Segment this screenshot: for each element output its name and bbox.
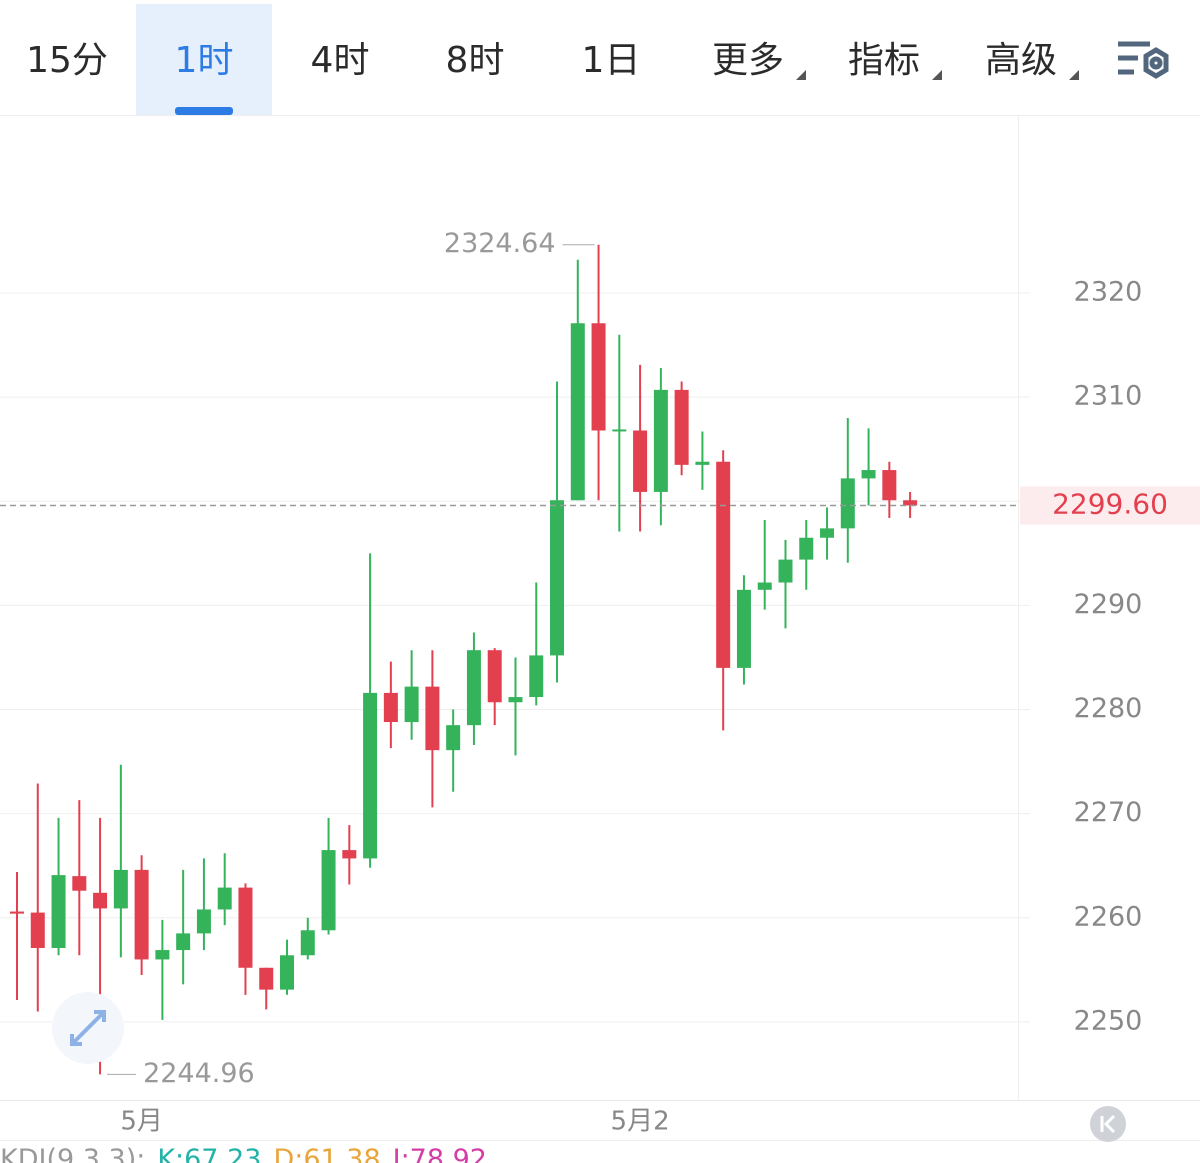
candle-body bbox=[155, 950, 170, 960]
plot: 225022602270228022902300231023205月5月2232… bbox=[0, 228, 1200, 1137]
y-tick-label: 2270 bbox=[1074, 797, 1143, 828]
candle-body bbox=[176, 933, 191, 951]
candle-body bbox=[425, 686, 440, 751]
last-price-label: 2299.60 bbox=[1052, 487, 1168, 520]
candle-body bbox=[674, 389, 689, 465]
settings-icon[interactable] bbox=[1118, 41, 1169, 79]
y-tick-label: 2260 bbox=[1074, 901, 1143, 932]
icon-dot bbox=[1149, 56, 1163, 70]
candle-body bbox=[508, 697, 523, 703]
min-label: 2244.96 bbox=[143, 1058, 255, 1089]
indicator-item: J:78.92 bbox=[391, 1144, 487, 1163]
candle-body bbox=[861, 470, 876, 479]
candle-body bbox=[280, 955, 295, 990]
candle-body bbox=[238, 887, 253, 968]
candle-body bbox=[529, 655, 544, 698]
candle-body bbox=[72, 876, 87, 891]
candle-body bbox=[93, 892, 108, 909]
candle-body bbox=[736, 589, 751, 668]
y-tick-label: 2290 bbox=[1074, 589, 1143, 620]
candle-body bbox=[591, 323, 606, 431]
candle-body bbox=[820, 528, 835, 538]
x-tick-label: 5月 bbox=[120, 1107, 163, 1137]
y-tick-label: 2250 bbox=[1074, 1005, 1143, 1036]
candle-body bbox=[196, 909, 211, 934]
tab[interactable]: 15分 bbox=[26, 40, 108, 81]
tab-selected-bg bbox=[136, 4, 272, 115]
tab-indicator bbox=[175, 107, 233, 115]
candle-body bbox=[300, 930, 315, 956]
last-price-bg bbox=[1020, 486, 1200, 525]
candle-body bbox=[716, 461, 731, 668]
candle-body bbox=[113, 869, 128, 909]
zoom-button[interactable] bbox=[52, 992, 124, 1064]
candle-body bbox=[466, 650, 481, 726]
tab[interactable]: 1日 bbox=[582, 40, 641, 81]
candle-body bbox=[51, 875, 66, 948]
candle-body bbox=[903, 500, 918, 506]
back-icon bbox=[1100, 1114, 1116, 1134]
toolbar: 15分 1时 4时 8时 1日 更多 指标 高级 bbox=[26, 4, 1079, 115]
candle-body bbox=[487, 650, 502, 703]
candle-body bbox=[633, 430, 648, 492]
candle-body bbox=[570, 323, 585, 501]
tab[interactable]: 8时 bbox=[446, 40, 505, 81]
y-tick-label: 2320 bbox=[1074, 277, 1143, 308]
dropdown-mark bbox=[1069, 70, 1079, 80]
zoom-arrows bbox=[70, 1010, 106, 1046]
tab[interactable]: 指标 bbox=[848, 40, 920, 81]
y-tick-label: 2310 bbox=[1074, 381, 1143, 412]
tab[interactable]: 高级 bbox=[985, 40, 1057, 81]
tab[interactable]: 4时 bbox=[311, 40, 370, 81]
candle-body bbox=[446, 725, 461, 751]
dropdown-mark bbox=[932, 70, 942, 80]
candle-body bbox=[404, 686, 419, 723]
candle-body bbox=[10, 911, 24, 914]
candle-body bbox=[840, 478, 855, 529]
candle-body bbox=[799, 537, 814, 560]
indicator-item: KDJ(9,3,3): bbox=[0, 1144, 145, 1163]
dropdown-mark bbox=[796, 70, 806, 80]
candle-body bbox=[653, 389, 668, 492]
tab[interactable]: 更多 bbox=[712, 40, 784, 81]
candle-body bbox=[882, 470, 897, 501]
candle-body bbox=[217, 887, 232, 910]
candle-body bbox=[259, 967, 274, 990]
candle-body bbox=[363, 692, 378, 859]
candle-body bbox=[342, 850, 357, 859]
candle-body bbox=[134, 869, 149, 960]
candle-body bbox=[757, 582, 772, 590]
y-tick-label: 2280 bbox=[1074, 693, 1143, 724]
candle-body bbox=[321, 850, 336, 931]
indicator-text: KDJ(9,3,3): K:67.23 D:61.38 J:78.92 bbox=[0, 1144, 487, 1163]
indicator-item: K:67.23 bbox=[157, 1144, 261, 1163]
max-label: 2324.64 bbox=[444, 228, 556, 259]
candle-body bbox=[30, 912, 45, 948]
candle-body bbox=[612, 429, 627, 432]
candle-body bbox=[383, 692, 398, 723]
x-tick-label: 5月2 bbox=[611, 1107, 670, 1137]
candle-body bbox=[695, 461, 710, 465]
indicator-item: D:61.38 bbox=[273, 1144, 380, 1163]
candle-body bbox=[778, 559, 793, 583]
candle-body bbox=[550, 500, 565, 656]
icon-hex bbox=[1143, 47, 1169, 79]
tab[interactable]: 1时 bbox=[175, 40, 234, 81]
back-button[interactable] bbox=[1090, 1106, 1126, 1142]
